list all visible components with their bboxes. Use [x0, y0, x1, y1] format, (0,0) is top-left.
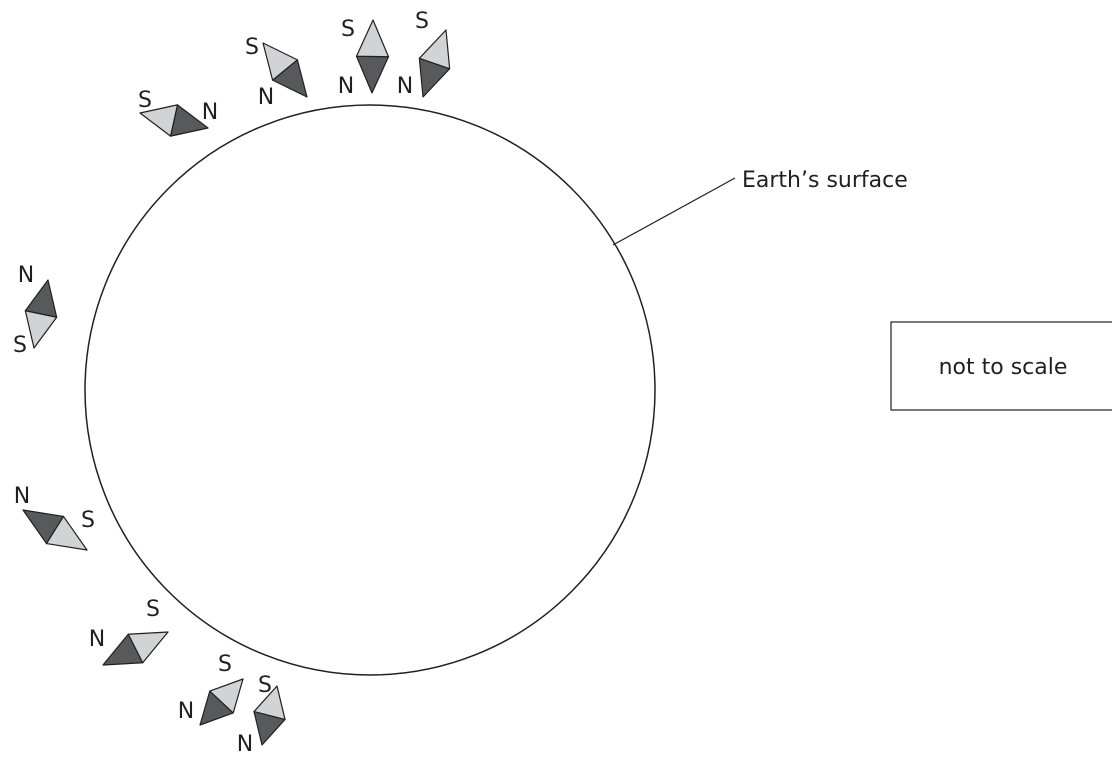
page: Earth’s surface not to scale NSNSNSNSNSN…: [0, 0, 1112, 764]
north-label: N: [89, 627, 105, 652]
north-label: N: [397, 74, 413, 99]
south-label: S: [245, 35, 259, 60]
south-label: S: [138, 88, 152, 113]
compass-south: [25, 311, 56, 348]
north-label: N: [237, 732, 253, 757]
compass-south: [357, 20, 389, 57]
diagram: Earth’s surface not to scale NSNSNSNSNSN…: [0, 0, 1112, 764]
compass-north: [357, 56, 389, 93]
north-label: N: [258, 85, 274, 110]
south-label: S: [415, 9, 429, 34]
north-label: N: [14, 484, 30, 509]
north-label: N: [338, 74, 354, 99]
north-label: N: [18, 263, 34, 288]
surface-label: Earth’s surface: [742, 168, 908, 193]
south-label: S: [218, 652, 232, 677]
north-label: N: [178, 699, 194, 724]
leader-line: [613, 178, 735, 245]
south-label: S: [13, 333, 27, 358]
scale-note: not to scale: [939, 355, 1068, 380]
south-label: S: [341, 17, 355, 42]
south-label: S: [146, 597, 160, 622]
north-label: N: [202, 100, 218, 125]
earth: [85, 105, 655, 675]
south-label: S: [81, 508, 95, 533]
south-label: S: [258, 673, 272, 698]
